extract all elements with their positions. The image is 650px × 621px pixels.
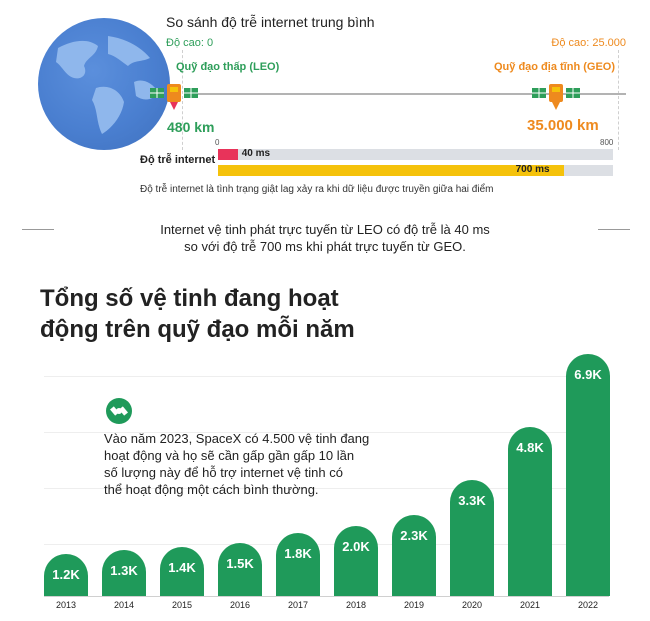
latency-axis-min: 0: [215, 138, 220, 147]
gridline: [44, 488, 609, 489]
satellite-info-icon: [106, 398, 132, 424]
year-tick-label: 2017: [287, 600, 309, 610]
geo-distance: 35.000 km: [527, 117, 599, 134]
altitude-right-label: Độ cao: 25.000: [551, 37, 626, 49]
bar-2022: [566, 353, 610, 596]
leo-guide-line: [182, 50, 183, 150]
bar-2013: [44, 553, 88, 596]
separator-left: [22, 229, 54, 230]
bar-value-label: 2.0K: [342, 538, 370, 554]
leo-label: Quỹ đạo thấp (LEO): [176, 61, 280, 73]
gridline: [44, 376, 609, 377]
geo-satellite-icon: [532, 82, 580, 117]
bar-2019: [392, 515, 436, 596]
bar-value-label: 3.3K: [458, 493, 486, 509]
latency-bar-track: [218, 149, 613, 160]
gridline: [44, 432, 609, 433]
info-line-1: Vào năm 2023, SpaceX có 4.500 vệ tinh đa…: [104, 431, 370, 446]
bar-2016: [218, 543, 262, 596]
geo-guide-line: [618, 50, 619, 150]
gridline: [44, 544, 609, 545]
info-line-3: số lượng này để hỗ trợ internet vệ tinh …: [104, 465, 343, 480]
year-tick-label: 2019: [403, 600, 425, 610]
section-title-line-1: Tổng số vệ tinh đang hoạt: [40, 285, 339, 312]
separator-right: [598, 229, 630, 230]
year-tick-label: 2022: [577, 600, 599, 610]
info-line-2: hoạt động và họ sẽ cần gấp gần gấp 10 lầ…: [104, 448, 355, 463]
year-tick-label: 2013: [55, 600, 77, 610]
bar-value-label: 2.3K: [400, 528, 428, 544]
year-tick-label: 2016: [229, 600, 251, 610]
bar-value-label: 1.2K: [52, 566, 80, 582]
latency-bar-fill: [218, 149, 238, 160]
bar-value-label: 1.8K: [284, 545, 312, 561]
year-tick-label: 2021: [519, 600, 541, 610]
earth-globe-icon: [38, 18, 170, 150]
section-title-line-2: động trên quỹ đạo mỗi năm: [40, 316, 355, 343]
bar-value-label: 1.3K: [110, 563, 138, 579]
bar-2021: [508, 427, 552, 596]
latency-bar-value: 700 ms: [515, 164, 550, 175]
summary-sentence: Internet vệ tinh phát trực tuyến từ LEO …: [0, 221, 650, 255]
altitude-left-label: Độ cao: 0: [166, 37, 214, 49]
latency-bar-fill: [218, 165, 564, 176]
latency-note: Độ trễ internet là tình trạng giật lag x…: [140, 184, 494, 195]
bar-value-label: 4.8K: [516, 440, 544, 456]
comparison-title: So sánh độ trễ internet trung bình: [166, 14, 375, 30]
leo-distance: 480 km: [167, 119, 215, 135]
bar-2017: [276, 532, 320, 596]
year-tick-label: 2020: [461, 600, 483, 610]
bar-2020: [450, 480, 494, 596]
bar-value-label: 1.4K: [168, 559, 196, 575]
latency-label: Độ trễ internet: [140, 154, 216, 166]
year-tick-label: 2018: [345, 600, 367, 610]
orbit-line: [186, 93, 626, 95]
leo-satellite-icon: [150, 82, 198, 117]
info-text: Vào năm 2023, SpaceX có 4.500 vệ tinh đa…: [104, 430, 404, 498]
info-line-4: thể hoạt động một cách bình thường.: [104, 482, 319, 497]
latency-axis-max: 800: [600, 138, 614, 147]
geo-label: Quỹ đạo địa tĩnh (GEO): [494, 61, 615, 73]
latency-bar-value: 40 ms: [241, 148, 271, 159]
year-tick-label: 2014: [113, 600, 135, 610]
bar-2018: [334, 525, 378, 596]
chart-baseline: [44, 596, 609, 597]
year-tick-label: 2015: [171, 600, 193, 610]
summary-line-2: so với độ trễ 700 ms khi phát trực tuyến…: [184, 239, 466, 254]
summary-line-1: Internet vệ tinh phát trực tuyến từ LEO …: [160, 222, 490, 237]
bar-2014: [102, 550, 146, 596]
bar-value-label: 1.5K: [226, 556, 254, 572]
section-title: Tổng số vệ tinh đang hoạt động trên quỹ …: [40, 283, 355, 345]
bar-value-label: 6.9K: [574, 366, 602, 382]
bar-2015: [160, 546, 204, 596]
